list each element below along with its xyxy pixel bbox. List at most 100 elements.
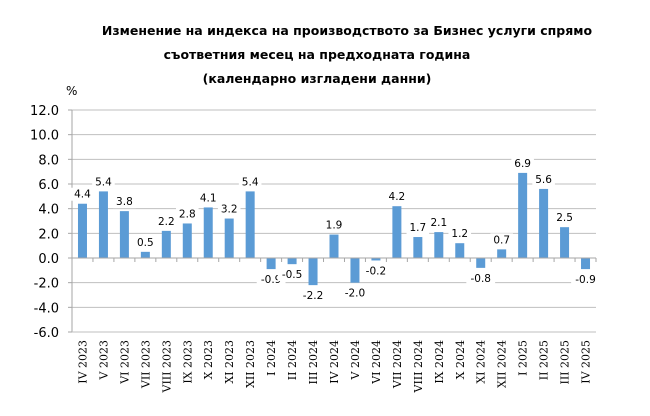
data-label: 0.5	[137, 237, 154, 249]
data-label-bg	[511, 156, 534, 170]
x-tick-label: XI 2023	[223, 340, 236, 384]
bar	[581, 258, 591, 270]
data-label-bg	[448, 227, 472, 241]
x-tick-label: III 2024	[307, 340, 320, 385]
data-label: -0.2	[366, 265, 387, 277]
x-tick-label: VII 2024	[391, 340, 404, 389]
x-tick-label: XII 2024	[496, 340, 509, 388]
bar	[539, 188, 549, 258]
data-label: 2.2	[158, 216, 175, 228]
data-label-bg	[92, 175, 115, 189]
bar	[392, 206, 402, 258]
data-label-bg	[238, 175, 262, 189]
bar	[434, 232, 444, 258]
x-tick-label: I 2025	[517, 340, 530, 376]
x-tick-label: II 2024	[286, 340, 299, 380]
data-label: -2.0	[345, 288, 366, 300]
data-label-bg	[466, 271, 496, 285]
x-tick-label: II 2025	[538, 340, 551, 380]
bar	[245, 191, 255, 258]
data-label: 6.9	[514, 158, 531, 170]
bar	[98, 191, 108, 258]
data-labels: 4.45.43.80.52.22.84.13.25.4-0.9 -0.5-2.21…	[71, 156, 600, 303]
data-label: 4.1	[200, 192, 217, 204]
data-label: -0.8	[470, 273, 491, 285]
x-tick-label: IV 2024	[328, 340, 341, 384]
x-tick-label: VI 2023	[118, 340, 131, 385]
bar	[182, 223, 192, 258]
y-tick-label: -2.0	[34, 277, 59, 292]
data-label-bg	[134, 235, 157, 249]
data-label: -0.9	[261, 274, 282, 286]
bar	[266, 258, 276, 270]
data-label: 5.6	[535, 174, 552, 186]
bar	[413, 237, 423, 258]
bar	[140, 251, 150, 258]
data-label-bg	[553, 211, 576, 225]
x-tick-label: XI 2024	[475, 340, 488, 384]
x-tick-label: X 2024	[454, 340, 467, 379]
y-tick-label: -4.0	[34, 301, 59, 316]
data-label-bg	[490, 233, 513, 247]
data-label: 2.8	[179, 208, 196, 220]
y-tick-label: 6.0	[38, 178, 59, 193]
data-label: 3.2	[221, 204, 238, 216]
data-label: 5.4	[242, 176, 259, 188]
bar	[371, 258, 381, 261]
x-tick-label: VIII 2024	[412, 340, 425, 393]
y-axis-unit-label: %	[66, 84, 78, 98]
chart-title-line-1: Изменение на индекса на производството з…	[101, 23, 593, 38]
y-axis-ticks: 12.0 10.0 8.0 6.0 4.0 2.0 0.0 -2.0 -4.0 -6.0	[30, 104, 59, 341]
bar	[224, 218, 234, 258]
data-label: 3.8	[116, 196, 133, 208]
x-tick-label: VI 2024	[370, 340, 383, 385]
data-label-bg	[532, 172, 555, 186]
x-tick-label: V 2023	[97, 340, 110, 380]
x-axis-labels: IV 2023 V 2023 VI 2023 VII 2023 VIII 2023 IX …	[76, 340, 592, 393]
data-label-bg	[71, 187, 94, 201]
x-tick-label: IV 2023	[76, 340, 89, 384]
x-tick-label: X 2023	[202, 340, 215, 379]
bar	[518, 172, 528, 258]
bar	[497, 249, 507, 258]
x-tick-label: IV 2025	[580, 340, 593, 384]
y-tick-label: 4.0	[38, 203, 59, 218]
x-tick-label: VII 2023	[139, 340, 152, 389]
data-label-bg	[277, 268, 307, 282]
data-label-bg	[175, 207, 199, 221]
bar	[77, 203, 87, 258]
bar	[560, 227, 570, 258]
data-label-bg	[427, 216, 451, 230]
data-label-bg	[340, 286, 370, 300]
bar	[350, 258, 360, 283]
data-label: 2.5	[556, 212, 573, 224]
data-label-bg	[113, 195, 136, 209]
bar	[287, 258, 297, 265]
data-label-bg	[196, 191, 220, 205]
data-label-bg	[155, 214, 178, 228]
data-label: -2.2	[303, 290, 324, 302]
chart-title-line-2: съответния месец на предходната година	[163, 47, 471, 62]
bar	[203, 207, 213, 258]
data-label: -0.9	[575, 274, 596, 286]
x-tick-label: V 2024	[349, 340, 362, 380]
y-tick-label: 0.0	[38, 252, 59, 267]
data-label-bg	[406, 221, 430, 235]
chart-title-line-3: (календарно изгладени данни)	[202, 71, 432, 86]
axes	[68, 109, 597, 333]
x-tick-label: III 2025	[559, 340, 572, 385]
data-label: 4.4	[74, 189, 91, 201]
y-tick-label: 8.0	[38, 153, 59, 168]
data-label: -0.5	[282, 269, 303, 281]
data-label-bg	[361, 264, 391, 278]
data-label-bg	[298, 289, 328, 303]
data-label-bg	[385, 190, 409, 204]
x-tick-label: VIII 2023	[160, 340, 173, 393]
data-label: 5.4	[95, 176, 112, 188]
y-tick-label: 10.0	[30, 129, 59, 144]
bar	[119, 211, 129, 258]
x-tick-label: IX 2024	[433, 340, 446, 384]
data-label: 2.1	[430, 217, 447, 229]
data-label: 1.9	[326, 220, 343, 232]
